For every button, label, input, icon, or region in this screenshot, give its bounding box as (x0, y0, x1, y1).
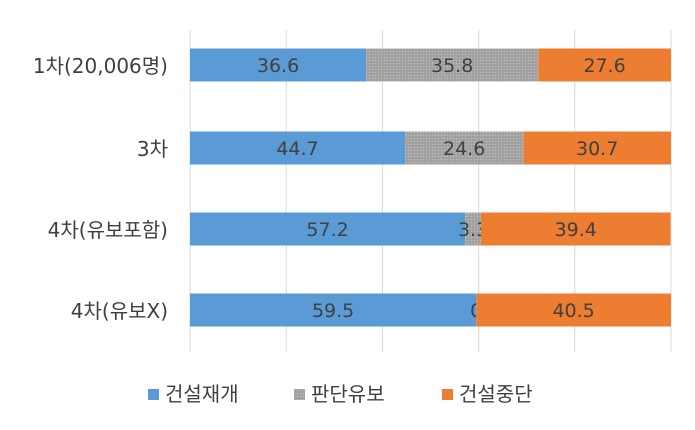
category-label: 4차(유보X) (71, 299, 168, 323)
bar-segment-3 (538, 48, 671, 82)
bar-segment-3 (481, 212, 671, 246)
data-label: 27.6 (583, 55, 625, 77)
bar-segment-1 (190, 48, 367, 82)
data-label: 40.5 (552, 300, 594, 322)
category-label: 4차(유보포함) (48, 218, 168, 242)
legend-label: 판단유보 (311, 382, 385, 406)
bar-segment-2 (465, 212, 482, 246)
data-label: 3.3 (458, 219, 488, 241)
bar-segment-1 (190, 212, 466, 246)
legend-label: 건설재개 (165, 382, 239, 406)
legend-label: 건설중단 (459, 382, 533, 406)
category-label: 1차(20,006명) (33, 54, 168, 78)
legend: 건설재개 판단유보 건설중단 (148, 382, 533, 406)
category-label: 3차 (137, 137, 168, 161)
data-label: 57.2 (306, 219, 348, 241)
data-label: 39.4 (555, 219, 597, 241)
data-label: 35.8 (431, 55, 473, 77)
data-label: 30.7 (576, 138, 618, 160)
bar-segment-1 (190, 293, 477, 327)
bars-group: 36.635.827.644.724.630.757.23.339.459.50… (190, 48, 671, 327)
bar-segment-1 (190, 131, 406, 165)
bar-segment-2 (405, 131, 524, 165)
legend-swatch (294, 389, 305, 400)
bar-segment-3 (523, 131, 671, 165)
bar-segment-3 (476, 293, 671, 327)
data-label: 36.6 (257, 55, 299, 77)
bar-segment-2 (366, 48, 539, 82)
data-label: 59.5 (312, 300, 354, 322)
legend-swatch (148, 389, 159, 400)
data-label: 24.6 (443, 138, 485, 160)
legend-swatch (442, 389, 453, 400)
data-label: 44.7 (276, 138, 318, 160)
category-labels: 1차(20,006명) 3차 4차(유보포함) 4차(유보X) (33, 54, 168, 323)
